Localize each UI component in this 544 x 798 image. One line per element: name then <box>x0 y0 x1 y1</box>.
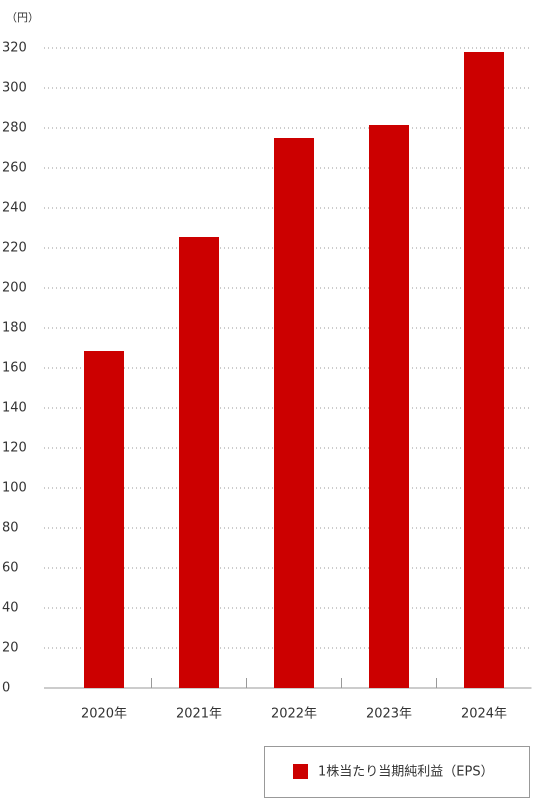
x-tick-label: 2020年 <box>81 707 127 722</box>
bar <box>84 351 124 688</box>
legend-swatch <box>293 764 308 779</box>
y-tick-label: 140 <box>2 401 27 416</box>
y-tick-label: 200 <box>2 281 27 296</box>
y-tick-label: 180 <box>2 321 27 336</box>
x-tick-label: 2021年 <box>176 707 222 722</box>
y-tick-label: 20 <box>2 641 19 656</box>
y-tick-label: 320 <box>2 41 27 56</box>
x-tick-label: 2022年 <box>271 707 317 722</box>
legend-box <box>264 746 530 798</box>
x-tick-label: 2023年 <box>366 707 412 722</box>
y-tick-label: 60 <box>2 561 19 576</box>
bar <box>274 138 314 688</box>
y-tick-label: 120 <box>2 441 27 456</box>
bar <box>464 52 504 688</box>
legend-label: 1株当たり当期純利益（EPS） <box>318 765 494 780</box>
y-tick-label: 0 <box>2 681 10 696</box>
y-tick-label: 80 <box>2 521 19 536</box>
y-tick-label: 260 <box>2 161 27 176</box>
y-tick-label: 100 <box>2 481 27 496</box>
y-tick-label: 280 <box>2 121 27 136</box>
bar <box>179 237 219 688</box>
x-tick-label: 2024年 <box>461 707 507 722</box>
y-tick-label: 240 <box>2 201 27 216</box>
y-tick-label: 40 <box>2 601 19 616</box>
unit-label: （円） <box>6 11 39 24</box>
y-tick-label: 220 <box>2 241 27 256</box>
y-tick-label: 160 <box>2 361 27 376</box>
y-tick-label: 300 <box>2 81 27 96</box>
bar <box>369 125 409 688</box>
